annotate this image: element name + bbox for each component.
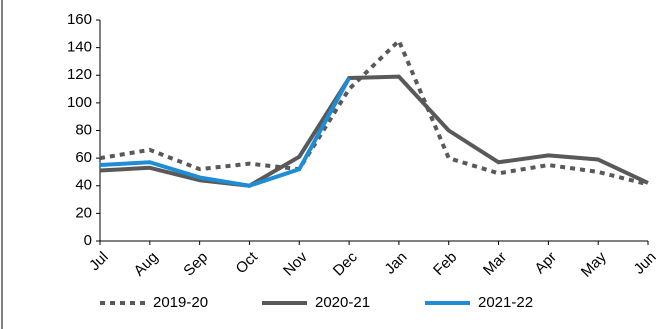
x-tick-label: Jun <box>631 249 658 278</box>
y-tick-label: 80 <box>75 121 92 138</box>
series-line <box>99 38 649 187</box>
x-tick-label: Apr <box>531 249 560 278</box>
x-tick-label: Jan <box>381 249 410 278</box>
x-tick-label: Mar <box>480 249 510 279</box>
y-tick-label: 160 <box>67 11 92 28</box>
x-tick-label: Oct <box>233 248 262 277</box>
x-tick-label: Feb <box>430 249 460 279</box>
x-tick-label: May <box>578 248 610 280</box>
y-tick-label: 0 <box>84 232 92 249</box>
series-line <box>99 74 649 188</box>
y-tick-label: 40 <box>75 177 92 194</box>
y-tick-label: 100 <box>67 94 92 111</box>
y-tick-label: 20 <box>75 204 92 221</box>
x-tick-label: Dec <box>330 248 361 279</box>
legend-label: 2020-21 <box>315 294 370 311</box>
series-line <box>99 77 351 188</box>
legend-label: 2021-22 <box>478 294 533 311</box>
y-tick-label: 60 <box>75 149 92 166</box>
x-tick-label: Jul <box>86 249 112 275</box>
x-tick-label: Aug <box>131 249 162 280</box>
x-tick-label: Sep <box>180 249 211 280</box>
legend-label: 2019-20 <box>153 294 208 311</box>
x-tick-label: Nov <box>280 248 311 279</box>
y-tick-label: 120 <box>67 66 92 83</box>
y-tick-label: 140 <box>67 39 92 56</box>
